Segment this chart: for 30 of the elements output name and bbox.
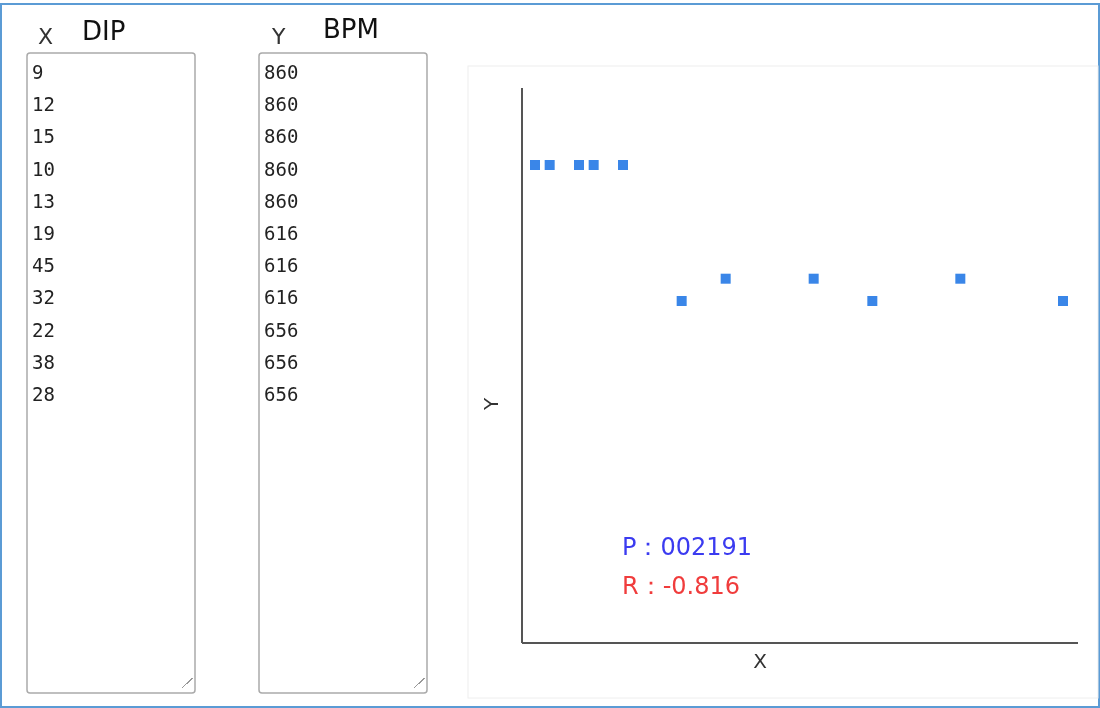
data-label: 656	[264, 318, 299, 341]
category-label: 38	[32, 350, 55, 373]
data-label: 616	[264, 254, 299, 277]
data-label: 656	[264, 350, 299, 373]
data-label: 616	[264, 222, 299, 244]
category-label: 10	[32, 157, 55, 180]
category-label: 19	[32, 222, 55, 244]
data-label: 616	[264, 286, 299, 309]
category-label: 12	[32, 93, 55, 116]
category-label: 15	[32, 125, 55, 148]
text: X	[38, 24, 54, 49]
category-label: 13	[32, 189, 55, 212]
text: Y	[271, 24, 286, 49]
data-label: 860	[264, 189, 299, 212]
text: Y	[479, 397, 503, 412]
data-label: 860	[264, 61, 299, 83]
text: DIP	[82, 16, 126, 46]
data-label: 860	[264, 93, 299, 116]
data-label: 860	[264, 125, 299, 148]
text: X	[753, 649, 768, 673]
category-label: 9	[32, 61, 44, 83]
text: BPM	[323, 14, 379, 44]
category-label: 45	[32, 254, 55, 277]
category-label: 22	[32, 318, 55, 341]
text: P：002191	[622, 533, 753, 561]
category-label: 32	[32, 286, 55, 309]
text: R：-0.816	[622, 572, 741, 600]
category-label: 28	[32, 383, 55, 405]
data-label: 860	[264, 157, 299, 180]
data-label: 656	[264, 383, 299, 405]
